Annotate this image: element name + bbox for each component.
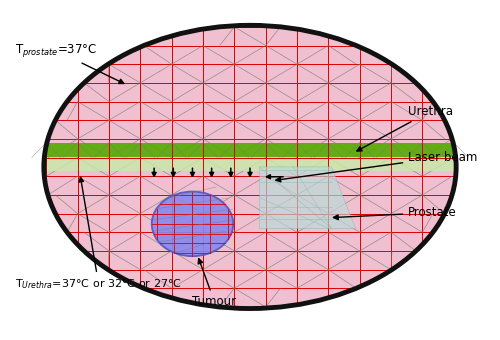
Polygon shape (260, 167, 356, 228)
Text: Prostate: Prostate (334, 206, 457, 220)
Bar (44, 157, 456, 171)
Ellipse shape (44, 25, 456, 308)
Ellipse shape (152, 191, 233, 256)
Bar (46, 142, 455, 157)
Text: T$_{prostate}$=37°C: T$_{prostate}$=37°C (15, 42, 124, 84)
Text: Tumour: Tumour (192, 259, 236, 308)
Text: Laser beam: Laser beam (276, 151, 477, 182)
Text: Urethra: Urethra (357, 105, 453, 151)
Text: T$_{Urethra}$=37°C or 32°C or 27°C: T$_{Urethra}$=37°C or 32°C or 27°C (15, 177, 182, 291)
